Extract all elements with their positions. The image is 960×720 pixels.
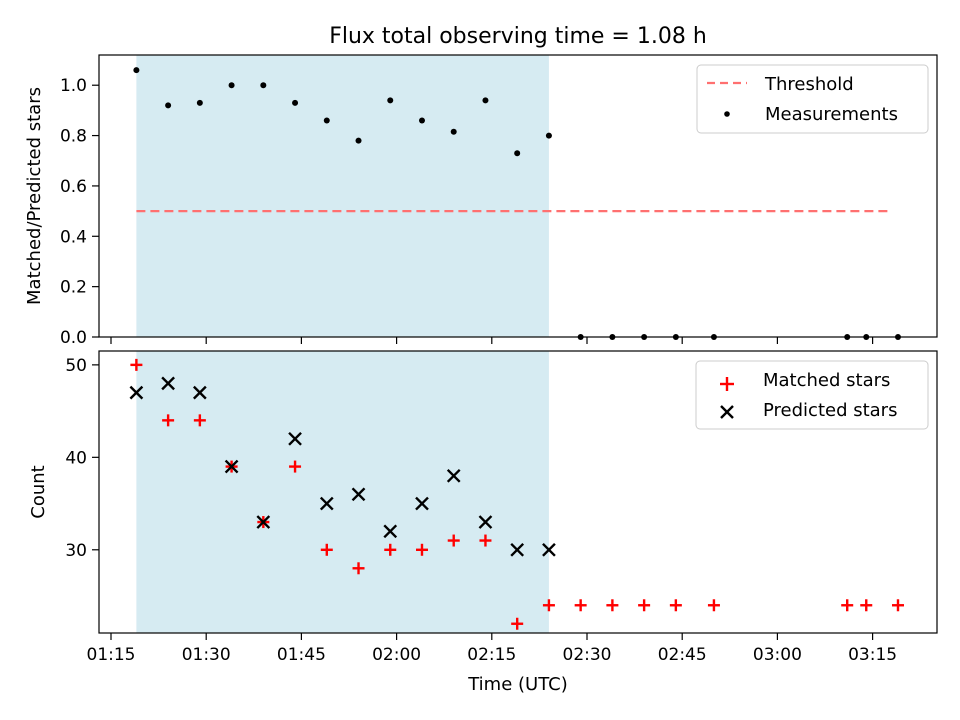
bottom-x-ticks: 01:15 01:30 01:45 02:00 02:15 02:30 02:45 03:00… [87, 633, 897, 665]
x-tick-label: 02:15 [467, 645, 516, 665]
measurement-point [165, 102, 172, 109]
measurement-point [482, 97, 489, 104]
measurement-point [228, 82, 235, 89]
matched-star-marker [574, 599, 587, 612]
matched-star-marker [193, 414, 206, 427]
y-tick-label: 0.2 [60, 278, 87, 298]
y-tick-label: 0.0 [60, 328, 87, 348]
matched-star-marker [511, 617, 524, 630]
measurement-point [292, 99, 299, 106]
y-tick-label: 50 [65, 356, 87, 376]
matched-star-marker [384, 543, 397, 556]
chart-title: Flux total observing time = 1.08 h [329, 24, 707, 49]
predicted-star-marker [478, 515, 493, 529]
matched-star-marker [479, 534, 492, 547]
measurement-point [450, 128, 457, 135]
y-tick-label: 0.6 [60, 177, 87, 197]
predicted-star-marker [193, 385, 207, 400]
y-tick-label: 1.0 [60, 76, 87, 96]
top-shaded-region [136, 55, 549, 337]
matched-star-marker [860, 599, 873, 612]
x-tick-label: 01:45 [277, 645, 326, 665]
x-tick-label: 02:30 [563, 645, 612, 665]
measurement-point [514, 150, 521, 157]
predicted-star-marker [415, 496, 429, 511]
x-tick-label: 01:30 [182, 645, 231, 665]
matched-star-marker [669, 599, 682, 612]
matched-star-marker [415, 543, 428, 556]
bottom-y-axis-label: Count [28, 465, 49, 518]
x-tick-label: 03:00 [753, 645, 802, 665]
predicted-star-marker [288, 431, 302, 446]
legend-predicted-label: Predicted stars [763, 400, 897, 421]
y-tick-label: 30 [65, 541, 87, 561]
matched-star-marker [289, 460, 302, 473]
top-panel: 0.0 0.2 0.4 0.6 0.8 1.0 Matched/Predicted sta… [24, 54, 938, 348]
legend-predicted-swatch [720, 405, 734, 419]
measurement-point [418, 117, 425, 124]
matched-star-marker [352, 562, 365, 575]
measurement-point [196, 99, 203, 106]
measurement-point [260, 82, 267, 89]
top-legend-box [696, 64, 929, 134]
bottom-series [129, 358, 904, 630]
legend-threshold-label: Threshold [764, 74, 854, 95]
predicted-star-marker [510, 542, 525, 557]
x-tick-label: 02:00 [372, 645, 421, 665]
measurement-point [387, 97, 394, 104]
y-tick-label: 40 [65, 448, 87, 468]
legend-measurements-label: Measurements [765, 104, 898, 125]
matched-star-marker [447, 534, 460, 547]
measurement-point [133, 67, 140, 74]
bottom-panel: 30 40 50 01:15 01:30 01:45 02:00 02:15 02:30 02:… [28, 350, 938, 695]
x-axis-label: Time (UTC) [467, 674, 568, 695]
matched-star-marker [638, 599, 651, 612]
predicted-star-marker [319, 496, 334, 511]
matched-star-marker [606, 599, 619, 612]
top-legend: Threshold Measurements [696, 64, 929, 134]
predicted-star-marker [351, 487, 366, 502]
predicted-star-marker [256, 515, 271, 529]
x-tick-label: 02:45 [658, 645, 707, 665]
x-tick-label: 01:15 [87, 645, 136, 665]
matched-star-marker [891, 599, 904, 612]
matched-star-marker [130, 358, 143, 371]
predicted-star-marker [161, 376, 175, 391]
measurement-point [545, 132, 552, 139]
matched-star-marker [542, 599, 555, 612]
top-y-ticks: 0.0 0.2 0.4 0.6 0.8 1.0 [60, 76, 99, 348]
bottom-legend: Matched stars Predicted stars [695, 360, 929, 430]
legend-measurements-swatch [724, 111, 730, 117]
measurement-point [323, 117, 330, 124]
matched-star-marker [162, 414, 175, 427]
x-tick-label: 03:15 [848, 645, 897, 665]
measurement-point [355, 137, 362, 144]
matched-star-marker [841, 599, 854, 612]
bottom-y-ticks: 30 40 50 [65, 356, 99, 561]
top-y-axis-label: Matched/Predicted stars [24, 87, 45, 305]
predicted-star-marker [446, 468, 461, 483]
matched-star-marker [320, 543, 333, 556]
predicted-star-marker [129, 385, 144, 400]
predicted-star-marker [542, 542, 556, 557]
legend-matched-label: Matched stars [763, 370, 890, 391]
top-axes-frame [98, 54, 938, 338]
y-tick-label: 0.4 [60, 227, 87, 247]
bottom-legend-box [695, 360, 929, 430]
matched-star-marker [707, 599, 720, 612]
bottom-axes-frame [98, 350, 938, 634]
y-tick-label: 0.8 [60, 127, 87, 147]
predicted-star-marker [224, 459, 239, 474]
top-x-ticks [110, 337, 874, 344]
predicted-star-marker [383, 524, 398, 539]
legend-matched-swatch [720, 377, 734, 391]
